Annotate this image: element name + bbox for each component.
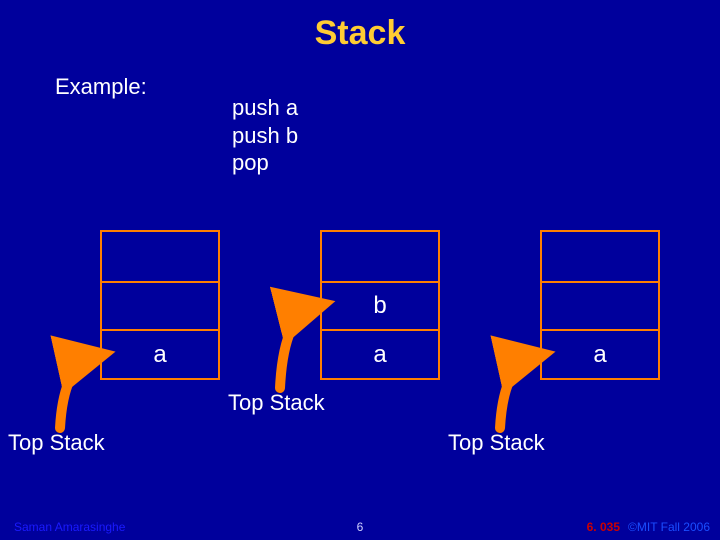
stack-cell: b [322, 281, 438, 330]
stack-cell [322, 232, 438, 281]
stack-box-0: a [100, 230, 220, 380]
footer-author: Saman Amarasinghe [14, 520, 125, 534]
stack-cell: a [542, 329, 658, 378]
arrow [280, 306, 316, 388]
stack-box-1: b a [320, 230, 440, 380]
stack-cell [542, 281, 658, 330]
footer-course: 6. 035 [587, 520, 620, 534]
footer-copyright: ©MIT Fall 2006 [628, 520, 710, 534]
operations-list: push a push b pop [232, 94, 298, 177]
top-stack-label-1: Top Stack [228, 390, 325, 416]
slide-title: Stack [0, 14, 720, 53]
footer-page: 6 [357, 520, 364, 534]
op-line: push b [232, 122, 298, 150]
top-stack-label-2: Top Stack [448, 430, 545, 456]
stack-cell [102, 281, 218, 330]
top-stack-label-0: Top Stack [8, 430, 105, 456]
stack-cell: a [102, 329, 218, 378]
example-label: Example: [55, 74, 147, 100]
arrow [500, 356, 536, 428]
stack-box-2: a [540, 230, 660, 380]
stack-cell [102, 232, 218, 281]
stack-cell: a [322, 329, 438, 378]
stack-cell [542, 232, 658, 281]
op-line: push a [232, 94, 298, 122]
arrow [60, 356, 96, 428]
op-line: pop [232, 149, 298, 177]
